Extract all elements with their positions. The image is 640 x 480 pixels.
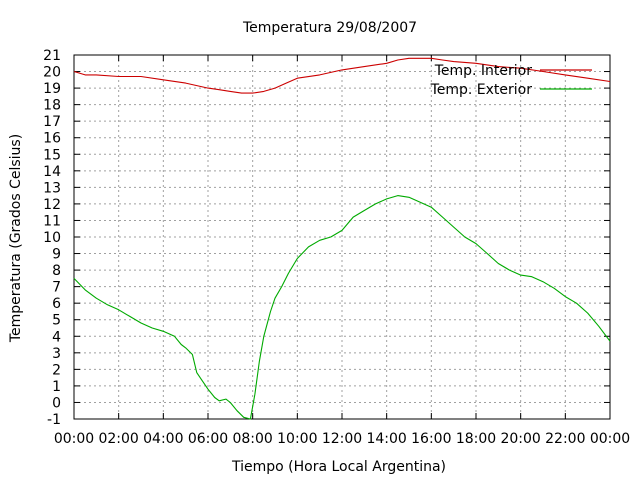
y-tick-label: 13 bbox=[43, 180, 61, 196]
x-tick-label: 22:00 bbox=[545, 431, 585, 447]
y-tick-label: 19 bbox=[43, 81, 61, 97]
x-tick-label: 06:00 bbox=[188, 431, 228, 447]
chart-title: Temperatura 29/08/2007 bbox=[242, 20, 417, 36]
y-tick-label: 16 bbox=[43, 131, 61, 147]
x-tick-label: 12:00 bbox=[322, 431, 362, 447]
y-tick-label: 12 bbox=[43, 197, 61, 213]
grid-lines bbox=[74, 55, 610, 419]
x-tick-label: 00:00 bbox=[54, 431, 94, 447]
x-tick-label: 14:00 bbox=[366, 431, 406, 447]
x-tick-label: 08:00 bbox=[232, 431, 272, 447]
x-axis-label: Tiempo (Hora Local Argentina) bbox=[231, 459, 446, 475]
x-tick-label: 02:00 bbox=[98, 431, 138, 447]
y-tick-label: 17 bbox=[43, 114, 61, 130]
x-tick-label: 00:00 bbox=[590, 431, 630, 447]
x-axis-tick-labels: 00:00 02:00 04:00 06:00 08:00 10:00 12:00 14:00… bbox=[54, 431, 630, 447]
x-tick-label: 16:00 bbox=[411, 431, 451, 447]
x-tick-label: 04:00 bbox=[143, 431, 183, 447]
y-tick-label: 15 bbox=[43, 147, 61, 163]
legend-label: Temp. Exterior bbox=[430, 82, 533, 98]
y-tick-label: 18 bbox=[43, 98, 61, 114]
y-tick-label: 4 bbox=[52, 329, 61, 345]
y-tick-label: 8 bbox=[52, 263, 61, 279]
y-tick-label: 5 bbox=[52, 313, 61, 329]
y-tick-label: 20 bbox=[43, 65, 61, 81]
y-tick-label: 14 bbox=[43, 164, 61, 180]
axis-ticks bbox=[73, 54, 611, 420]
series-line-interior bbox=[73, 57, 611, 94]
x-tick-label: 18:00 bbox=[456, 431, 496, 447]
y-axis-label: Temperatura (Grados Celsius) bbox=[8, 134, 24, 343]
y-tick-label: 11 bbox=[43, 213, 61, 229]
y-tick-label: 21 bbox=[43, 48, 61, 64]
legend-label: Temp. Interior bbox=[434, 63, 533, 79]
y-tick-label: 0 bbox=[52, 395, 61, 411]
y-tick-label: 9 bbox=[52, 247, 61, 263]
y-tick-label: 1 bbox=[52, 379, 61, 395]
y-tick-label: 7 bbox=[52, 280, 61, 296]
series-lines bbox=[73, 57, 611, 420]
x-tick-label: 10:00 bbox=[277, 431, 317, 447]
x-tick-label: 20:00 bbox=[500, 431, 540, 447]
y-tick-label: 2 bbox=[52, 362, 61, 378]
y-tick-label: 10 bbox=[43, 230, 61, 246]
legend: Temp. Interior Temp. Exterior bbox=[430, 63, 592, 98]
y-tick-label: 6 bbox=[52, 296, 61, 312]
series-line-exterior bbox=[73, 195, 611, 420]
y-tick-label: 3 bbox=[52, 346, 61, 362]
y-tick-label: -1 bbox=[47, 412, 61, 428]
